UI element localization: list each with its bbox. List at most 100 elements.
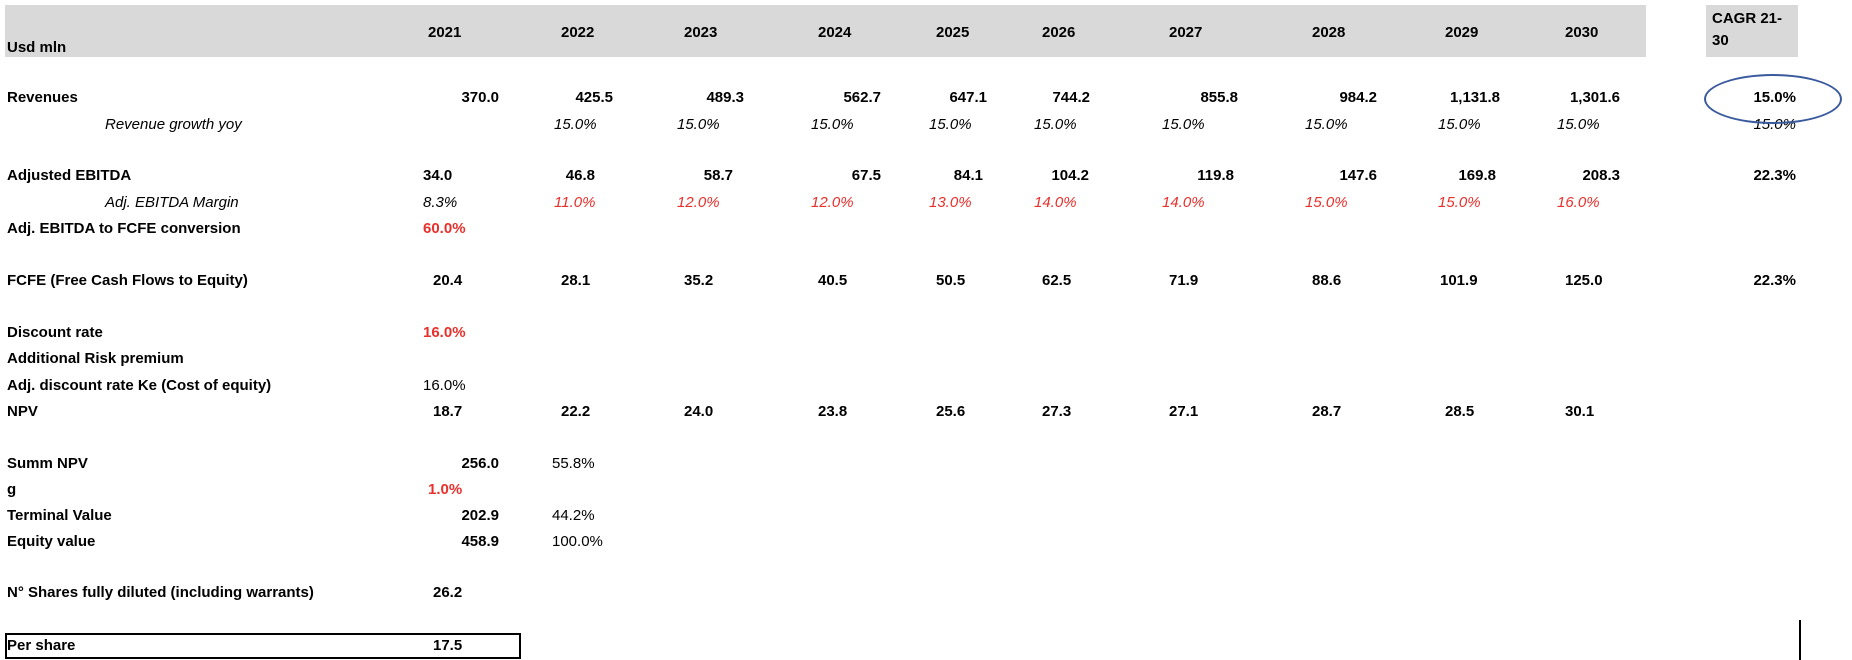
- adj-discount-value: 16.0%: [423, 377, 466, 394]
- equity-value-value: 458.9: [461, 533, 499, 550]
- revenue-growth-2023: 15.0%: [677, 116, 720, 133]
- adj-ebitda-2029: 169.8: [1458, 167, 1496, 184]
- fcfe-2028: 88.6: [1312, 272, 1342, 289]
- revenues-label: Revenues: [7, 89, 78, 106]
- fcfe-2024: 40.5: [818, 272, 848, 289]
- adj-ebitda-2025: 84.1: [953, 167, 983, 184]
- adj-ebitda-2022: 46.8: [565, 167, 595, 184]
- g-value: 1.0%: [428, 481, 463, 498]
- year-2027: 2027: [1169, 24, 1203, 41]
- year-2022: 2022: [561, 24, 595, 41]
- year-2030: 2030: [1565, 24, 1599, 41]
- per-share-label: Per share: [7, 637, 76, 654]
- risk-premium-label: Additional Risk premium: [7, 350, 184, 367]
- per-share-box: [5, 633, 521, 659]
- revenues-2030: 1,301.6: [1569, 89, 1620, 106]
- discount-rate-value: 16.0%: [423, 324, 466, 341]
- ebitda-margin-2025: 13.0%: [929, 194, 972, 211]
- revenue-growth-2022: 15.0%: [554, 116, 597, 133]
- fcfe-2026: 62.5: [1042, 272, 1072, 289]
- equity-value-pct: 100.0%: [552, 533, 603, 550]
- year-2028: 2028: [1312, 24, 1346, 41]
- adj-ebitda-2030: 208.3: [1582, 167, 1620, 184]
- ebitda-margin-2030: 16.0%: [1557, 194, 1600, 211]
- ebitda-margin-2026: 14.0%: [1034, 194, 1077, 211]
- revenues-2021: 370.0: [461, 89, 499, 106]
- year-2023: 2023: [684, 24, 718, 41]
- revenues-2025: 647.1: [949, 89, 987, 106]
- year-2029: 2029: [1445, 24, 1479, 41]
- conversion-value: 60.0%: [423, 220, 466, 237]
- adj-ebitda-2023: 58.7: [703, 167, 733, 184]
- shares-label: N° Shares fully diluted (including warra…: [7, 584, 314, 601]
- equity-value-label: Equity value: [7, 533, 96, 550]
- ebitda-margin-2022: 11.0%: [554, 194, 596, 211]
- npv-2030: 30.1: [1565, 403, 1595, 420]
- fcfe-2022: 28.1: [561, 272, 591, 289]
- revenue-growth-2028: 15.0%: [1305, 116, 1348, 133]
- revenues-2028: 984.2: [1339, 89, 1377, 106]
- npv-2025: 25.6: [936, 403, 966, 420]
- revenues-2023: 489.3: [706, 89, 744, 106]
- adj-ebitda-label: Adjusted EBITDA: [7, 167, 132, 184]
- terminal-value-value: 202.9: [461, 507, 499, 524]
- fcfe-2023: 35.2: [684, 272, 714, 289]
- year-2021: 2021: [428, 24, 462, 41]
- adj-ebitda-cagr: 22.3%: [1753, 167, 1796, 184]
- cagr-highlight-ellipse: [1704, 74, 1842, 124]
- year-2024: 2024: [818, 24, 852, 41]
- fcfe-2021: 20.4: [433, 272, 463, 289]
- revenues-2026: 744.2: [1052, 89, 1090, 106]
- summ-npv-pct: 55.8%: [552, 455, 595, 472]
- npv-2028: 28.7: [1312, 403, 1342, 420]
- shares-value: 26.2: [433, 584, 463, 601]
- adj-ebitda-2021: 34.0: [423, 167, 453, 184]
- adj-ebitda-2024: 67.5: [851, 167, 881, 184]
- conversion-label: Adj. EBITDA to FCFE conversion: [7, 220, 241, 237]
- cagr-header-line1: CAGR 21-: [1712, 10, 1783, 27]
- adj-discount-label: Adj. discount rate Ke (Cost of equity): [7, 377, 272, 394]
- npv-2027: 27.1: [1169, 403, 1199, 420]
- fcfe-2030: 125.0: [1565, 272, 1603, 289]
- adj-ebitda-2027: 119.8: [1197, 167, 1234, 184]
- ebitda-margin-2024: 12.0%: [811, 194, 854, 211]
- npv-2022: 22.2: [561, 403, 591, 420]
- adj-ebitda-2028: 147.6: [1339, 167, 1377, 184]
- terminal-value-pct: 44.2%: [552, 507, 595, 524]
- revenue-growth-2024: 15.0%: [811, 116, 854, 133]
- ebitda-margin-2029: 15.0%: [1438, 194, 1481, 211]
- npv-2026: 27.3: [1042, 403, 1072, 420]
- revenues-2029: 1,131.8: [1449, 89, 1500, 106]
- revenues-2024: 562.7: [843, 89, 881, 106]
- cagr-header-band: [1706, 5, 1798, 57]
- year-2025: 2025: [936, 24, 970, 41]
- npv-2021: 18.7: [433, 403, 463, 420]
- revenue-growth-2027: 15.0%: [1162, 116, 1205, 133]
- g-label: g: [7, 481, 17, 498]
- revenue-growth-2026: 15.0%: [1034, 116, 1077, 133]
- summ-npv-label: Summ NPV: [7, 455, 88, 472]
- ebitda-margin-2027: 14.0%: [1162, 194, 1205, 211]
- header-band: [5, 5, 1646, 57]
- revenue-growth-label: Revenue growth yoy: [105, 116, 242, 133]
- adj-ebitda-2026: 104.2: [1051, 167, 1089, 184]
- ebitda-margin-2021: 8.3%: [423, 194, 458, 211]
- year-2026: 2026: [1042, 24, 1076, 41]
- fcfe-2025: 50.5: [936, 272, 966, 289]
- ebitda-margin-label: Adj. EBITDA Margin: [105, 194, 239, 211]
- ebitda-margin-2028: 15.0%: [1305, 194, 1348, 211]
- discount-rate-label: Discount rate: [7, 324, 103, 341]
- npv-2024: 23.8: [818, 403, 848, 420]
- fcfe-2027: 71.9: [1169, 272, 1199, 289]
- cell-cursor-line: [1799, 620, 1801, 660]
- fcfe-2029: 101.9: [1440, 272, 1478, 289]
- npv-2023: 24.0: [684, 403, 714, 420]
- fcfe-label: FCFE (Free Cash Flows to Equity): [7, 272, 248, 289]
- per-share-value: 17.5: [433, 637, 463, 654]
- npv-label: NPV: [7, 403, 38, 420]
- summ-npv-value: 256.0: [461, 455, 499, 472]
- npv-2029: 28.5: [1445, 403, 1475, 420]
- fcfe-cagr: 22.3%: [1753, 272, 1796, 289]
- revenue-growth-2025: 15.0%: [929, 116, 972, 133]
